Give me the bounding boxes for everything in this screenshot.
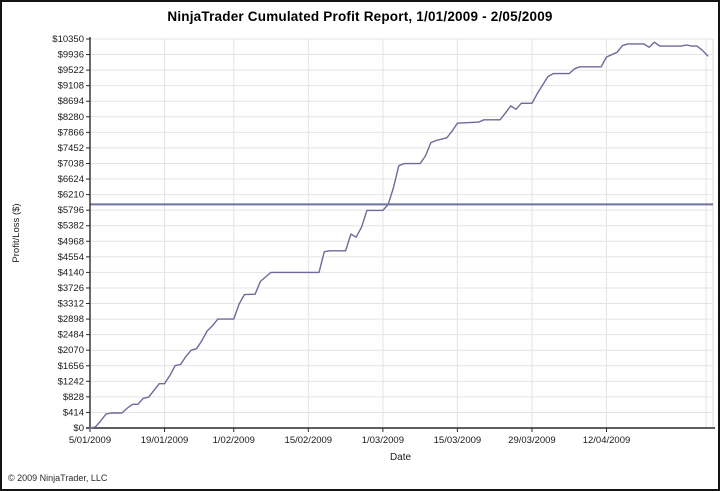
profit-line (89, 41, 709, 429)
y-tick-label: $4554 (58, 252, 84, 263)
y-tick-label: $8694 (58, 96, 84, 107)
y-tick-label: $3312 (58, 299, 84, 310)
y-tick-label: $6210 (58, 190, 84, 201)
y-tick-label: $9108 (58, 81, 84, 92)
y-tick-label: $10350 (52, 34, 84, 45)
copyright-note: © 2009 NinjaTrader, LLC (8, 473, 108, 483)
y-tick-label: $4968 (58, 236, 84, 247)
y-tick-label: $2484 (58, 330, 84, 341)
y-tick-label: $7452 (58, 143, 84, 154)
x-tick-label: 15/02/2009 (285, 435, 333, 446)
y-tick-label: $8280 (58, 112, 84, 123)
x-tick-label: 5/01/2009 (69, 435, 111, 446)
y-tick-label: $2898 (58, 314, 84, 325)
y-tick-label: $3726 (58, 283, 84, 294)
x-tick-label: 19/01/2009 (141, 435, 189, 446)
y-tick-label: $1656 (58, 361, 84, 372)
y-tick-label: $7866 (58, 127, 84, 138)
y-tick-label: $4140 (58, 267, 84, 278)
y-tick-label: $0 (73, 423, 84, 434)
x-axis-title: Date (389, 452, 412, 463)
y-tick-label: $5796 (58, 205, 84, 216)
y-tick-label: $414 (63, 407, 84, 418)
y-tick-label: $2070 (58, 345, 84, 356)
x-tick-label: 29/03/2009 (508, 435, 556, 446)
x-tick-label: 12/04/2009 (583, 435, 631, 446)
y-tick-label: $1242 (58, 376, 84, 387)
y-tick-label: $9522 (58, 65, 84, 76)
y-tick-label: $5382 (58, 221, 84, 232)
x-tick-label: 1/02/2009 (213, 435, 255, 446)
y-tick-label: $828 (63, 392, 84, 403)
y-tick-label: $7038 (58, 158, 84, 169)
report-title: NinjaTrader Cumulated Profit Report, 1/0… (167, 9, 553, 24)
y-tick-label: $6624 (58, 174, 84, 185)
y-tick-label: $9936 (58, 50, 84, 61)
x-tick-label: 1/03/2009 (362, 435, 404, 446)
x-tick-label: 15/03/2009 (434, 435, 482, 446)
y-axis-title: Profit/Loss ($) (11, 203, 22, 263)
